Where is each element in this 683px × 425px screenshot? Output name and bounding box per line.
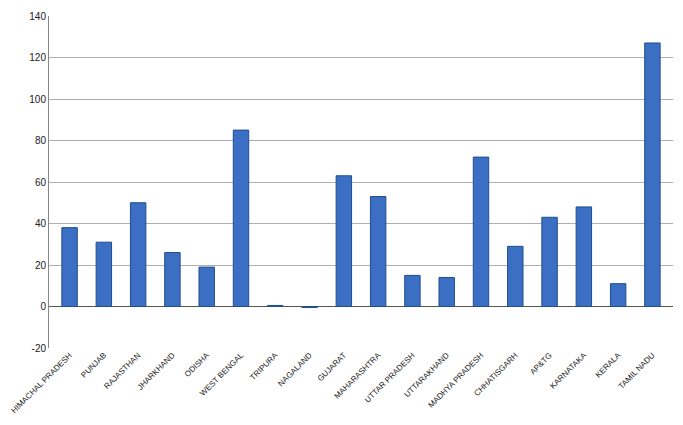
svg-text:120: 120 <box>29 52 46 63</box>
svg-text:TAMIL NADU: TAMIL NADU <box>617 351 657 391</box>
svg-text:CHHATISGARH: CHHATISGARH <box>472 351 519 398</box>
svg-text:-20: -20 <box>32 343 47 354</box>
svg-text:UTTARAKHAND: UTTARAKHAND <box>403 351 452 400</box>
svg-text:HIMACHAL PRADESH: HIMACHAL PRADESH <box>9 351 73 415</box>
svg-text:NAGALAND: NAGALAND <box>276 351 314 389</box>
svg-text:KERALA: KERALA <box>594 350 623 379</box>
svg-text:40: 40 <box>35 218 47 229</box>
svg-text:MAHARASHTRA: MAHARASHTRA <box>333 350 383 400</box>
svg-text:MADHYA PRADESH: MADHYA PRADESH <box>426 351 485 410</box>
svg-text:GUJARAT: GUJARAT <box>316 351 348 383</box>
svg-text:UTTAR PRADESH: UTTAR PRADESH <box>363 351 417 405</box>
svg-text:80: 80 <box>35 135 47 146</box>
svg-text:AP&TG: AP&TG <box>528 351 554 377</box>
svg-text:20: 20 <box>35 260 47 271</box>
svg-text:KARNATAKA: KARNATAKA <box>548 350 588 390</box>
svg-text:60: 60 <box>35 177 47 188</box>
svg-text:ODISHA: ODISHA <box>183 350 212 379</box>
svg-text:100: 100 <box>29 94 46 105</box>
svg-text:0: 0 <box>40 301 46 312</box>
svg-text:PUNJAB: PUNJAB <box>79 351 108 380</box>
svg-text:TRIPURA: TRIPURA <box>248 350 280 382</box>
svg-text:WEST BENGAL: WEST BENGAL <box>198 350 246 398</box>
svg-text:JHARKHAND: JHARKHAND <box>136 351 177 392</box>
svg-text:140: 140 <box>29 11 46 22</box>
svg-text:RAJASTHAN: RAJASTHAN <box>102 351 142 391</box>
